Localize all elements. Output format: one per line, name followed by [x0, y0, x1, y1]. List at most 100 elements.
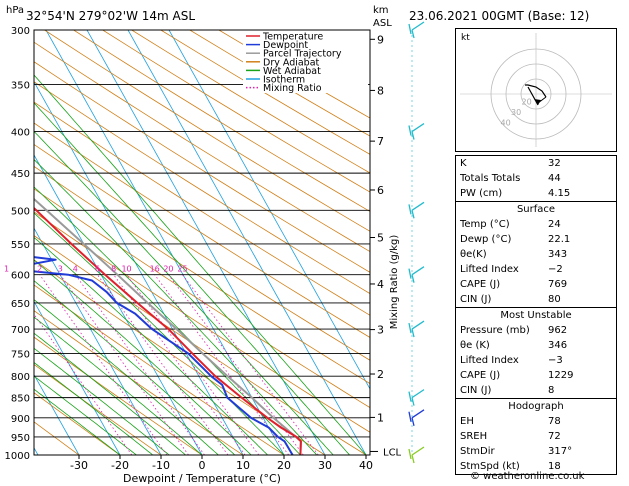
wet-adiabat-line	[34, 347, 170, 455]
x-axis-label: Dewpoint / Temperature (°C)	[123, 472, 281, 485]
stat-label: StmSpd (kt)	[460, 461, 520, 472]
stat-label: CAPE (J)	[460, 370, 501, 381]
storm-motion-arrowhead	[534, 99, 541, 105]
pressure-tick-label: 750	[11, 349, 30, 360]
wind-barb-flag	[411, 274, 415, 283]
legend-item-label: Temperature	[262, 32, 323, 43]
isotherm-line	[34, 80, 244, 455]
wind-barb-feather	[408, 411, 412, 422]
stat-value: 1229	[548, 370, 574, 381]
mixing-ratio-label: 2	[37, 265, 42, 274]
height-axis: 9 8 7 6 5 4 3 2 1 LCL	[370, 33, 402, 458]
hodograph-ring-label: 20	[522, 98, 532, 107]
wind-barb	[411, 266, 425, 276]
x-tick-label: 40	[359, 459, 373, 472]
wind-barb	[411, 446, 425, 456]
mixing-ratio-line	[126, 274, 260, 455]
station-header: 32°54'N 279°02'W 14m ASL	[26, 9, 195, 23]
dry-adiabat-line	[73, 30, 370, 212]
pressure-tick-label: 700	[11, 325, 30, 336]
isotherm-line	[127, 30, 367, 455]
wind-barb	[411, 389, 425, 399]
pressure-tick-label: 850	[11, 394, 30, 405]
mixing-ratio-label: 16	[150, 265, 160, 274]
wet-adiabat-line	[34, 299, 219, 455]
km-tick-label: 8	[377, 84, 384, 97]
km-tick-label: 9	[377, 33, 384, 46]
hodograph-ring-label: 30	[511, 108, 521, 117]
mixing-ratio-label: 3	[58, 265, 63, 274]
pressure-axis: 300 350 400 450 500 550 600 650 700 750 800 850 900 9…	[5, 26, 30, 462]
stat-value: 769	[548, 279, 568, 290]
stat-value: −2	[548, 264, 563, 275]
mixing-ratio-label: 6	[95, 265, 100, 274]
stat-label: PW (cm)	[460, 188, 503, 199]
km-tick-label: 2	[377, 368, 384, 381]
dry-adiabat-line	[160, 30, 370, 155]
stat-label: Temp (°C)	[460, 219, 510, 230]
dry-adiabat-line	[34, 211, 370, 433]
hodograph-stats-section: Hodograph EH 78 SREH 72 StmDir 317° StmSpd (kt…	[456, 398, 616, 474]
stat-row: PW (cm) 4.15	[456, 186, 616, 201]
stat-label: CAPE (J)	[460, 279, 501, 290]
footer-credit: © weatheronline.co.uk	[470, 471, 585, 482]
stat-value: 346	[548, 340, 568, 351]
mixing-ratio-label: 25	[177, 265, 187, 274]
isotherm-line	[34, 154, 203, 455]
mixing-ratio-line	[59, 274, 189, 455]
mixing-ratio-axis-label: Mixing Ratio (g/kg)	[389, 235, 400, 330]
stat-label: Totals Totals	[460, 173, 521, 184]
wind-barbs	[408, 21, 425, 464]
most-unstable-section: Most Unstable Pressure (mb) 962 θe (K) 346 L…	[456, 307, 616, 398]
stat-value: 72	[548, 431, 561, 442]
wind-barb-feather	[408, 204, 412, 215]
stat-value: −3	[548, 355, 563, 366]
stat-value: 4.15	[548, 188, 571, 199]
mixing-ratio-label: 8	[111, 265, 116, 274]
stat-label: StmDir	[460, 446, 495, 457]
isotherm-line	[86, 30, 326, 455]
mixing-ratio-label: 4	[73, 265, 78, 274]
wet-adiabat-line	[34, 375, 137, 455]
x-tick-label: 0	[199, 459, 206, 472]
x-tick-label: 10	[236, 459, 250, 472]
stat-label: θe (K)	[460, 340, 490, 351]
x-tick-label: -30	[70, 459, 88, 472]
pressure-tick-label: 650	[11, 299, 30, 310]
stats-panel: K 32 Totals Totals 44 PW (cm) 4.15 Surface Te…	[455, 155, 617, 475]
x-tick-label: -10	[152, 459, 170, 472]
wind-barb	[411, 123, 425, 133]
wind-barb-feather	[408, 268, 412, 279]
indices-section: K 32 Totals Totals 44 PW (cm) 4.15	[456, 156, 616, 201]
stat-row: Totals Totals 44	[456, 171, 616, 186]
stat-label: CIN (J)	[460, 294, 492, 305]
wind-barb	[411, 201, 425, 211]
x-tick-label: 20	[277, 459, 291, 472]
wet-adiabat-line	[34, 332, 186, 455]
surface-section: Surface Temp (°C) 24 Dewp (°C) 22.1 θe(K) 343…	[456, 201, 616, 307]
dry-adiabat-line	[34, 284, 285, 455]
stat-value: 18	[548, 461, 561, 472]
stat-value: 24	[548, 219, 561, 230]
legend-item-label: Isotherm	[263, 75, 305, 86]
pressure-tick-label: 400	[11, 128, 30, 139]
stat-label: Lifted Index	[460, 355, 519, 366]
wind-barb-feather	[408, 125, 412, 136]
stat-row: θe(K) 343	[456, 247, 616, 262]
legend-item-label: Parcel Trajectory	[263, 49, 342, 60]
mixing-ratio-label: 20	[163, 265, 173, 274]
stat-row: StmDir 317°	[456, 444, 616, 459]
mixing-ratio-labels: 1 2 3 4 6 8 10 16 20 25	[4, 265, 188, 274]
wet-adiabat-line	[34, 236, 268, 455]
wet-adiabat-line	[34, 186, 301, 455]
pressure-tick-label: 350	[11, 80, 30, 91]
legend-item-label: Wet Adiabat	[263, 66, 321, 77]
km-unit-label: km	[373, 5, 389, 16]
mixing-ratio-line	[168, 274, 304, 455]
dry-adiabat-line	[102, 30, 370, 193]
pressure-tick-label: 500	[11, 206, 30, 217]
lcl-label: LCL	[383, 447, 402, 458]
dry-adiabat-line	[44, 30, 370, 232]
